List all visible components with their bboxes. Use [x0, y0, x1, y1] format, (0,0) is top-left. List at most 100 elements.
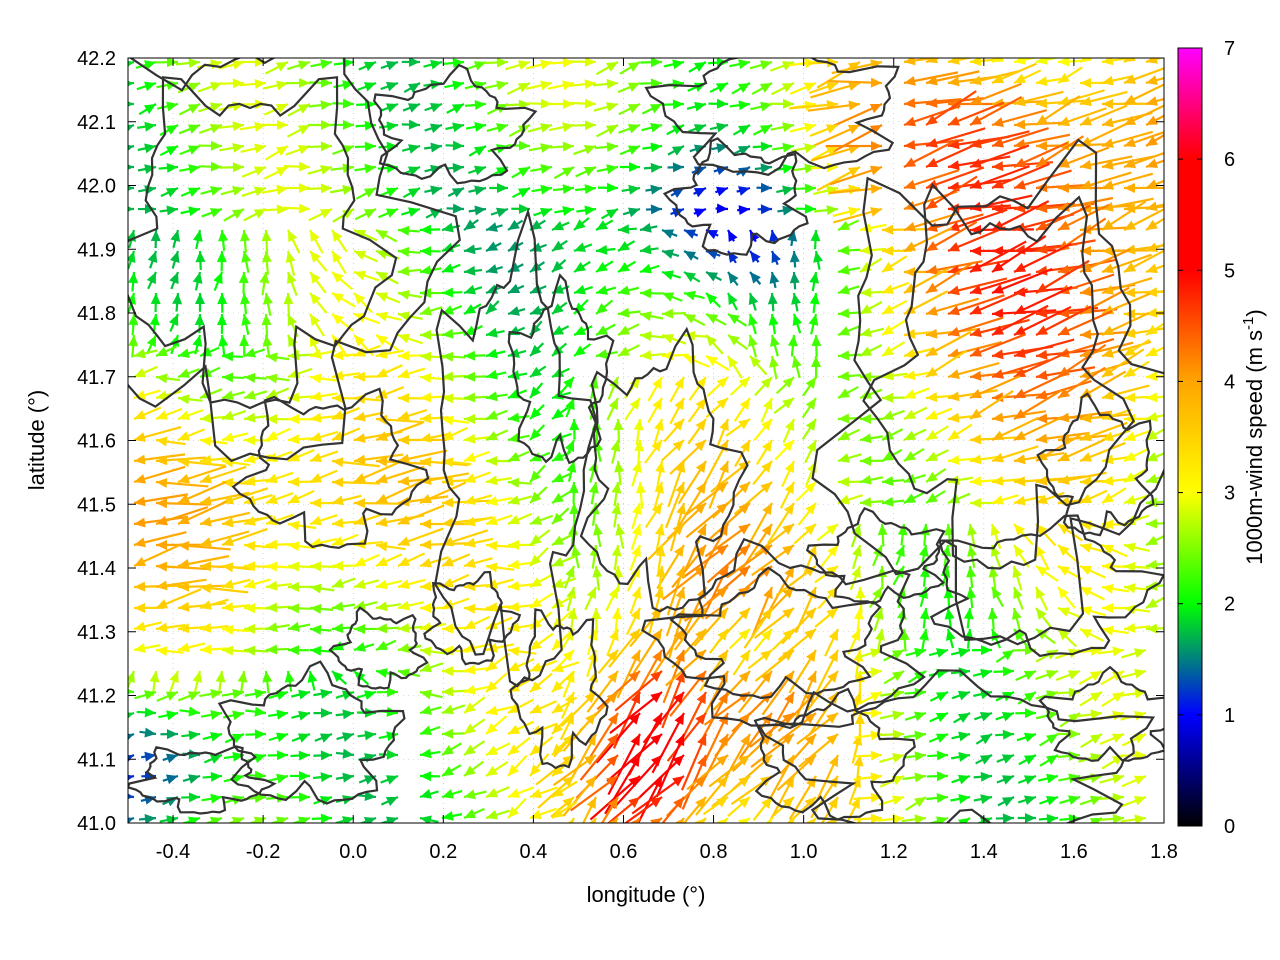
wind-arrow — [747, 649, 773, 670]
wind-arrow — [793, 523, 817, 545]
terrain-contour — [509, 608, 609, 770]
wind-arrow — [969, 240, 1027, 273]
wind-arrow — [809, 292, 820, 314]
wind-arrow — [951, 690, 971, 701]
wind-arrow — [795, 481, 817, 502]
wind-arrow — [969, 82, 1022, 106]
wind-arrow — [814, 607, 839, 628]
wind-arrow — [201, 207, 223, 218]
wind-arrow — [463, 433, 491, 444]
wind-arrow — [903, 347, 933, 359]
wind-arrow — [705, 334, 724, 355]
wind-arrow — [883, 670, 905, 685]
wind-arrow — [419, 265, 442, 276]
wind-arrow — [243, 645, 269, 656]
wind-arrow — [380, 774, 399, 785]
wind-arrow — [631, 460, 642, 487]
wind-arrow — [903, 169, 960, 190]
wind-arrow — [606, 733, 663, 783]
wind-arrow — [265, 414, 292, 425]
wind-arrow — [172, 292, 183, 312]
wind-arrow — [755, 439, 773, 466]
wind-arrow — [239, 334, 250, 357]
wind-arrow — [1079, 90, 1128, 107]
wind-arrow — [639, 331, 665, 342]
wind-arrow — [1035, 523, 1057, 547]
wind-arrow — [287, 581, 313, 592]
wind-arrow — [1099, 774, 1125, 784]
wind-arrow — [1013, 58, 1038, 65]
wind-arrow — [660, 439, 685, 462]
wind-arrow — [808, 58, 839, 68]
wind-arrow — [706, 376, 729, 397]
wind-arrow — [877, 523, 888, 547]
wind-arrow — [1035, 135, 1084, 168]
wind-arrow — [441, 553, 471, 568]
wind-arrow — [158, 710, 179, 721]
wind-arrow — [705, 292, 722, 309]
wind-arrow — [765, 691, 795, 742]
wind-arrow — [441, 764, 462, 777]
wind-arrow — [903, 370, 932, 381]
wind-arrow — [569, 58, 597, 67]
x-tick-label: 1.0 — [790, 841, 818, 863]
wind-arrow — [240, 292, 250, 315]
wind-arrow — [485, 300, 500, 315]
wind-arrow — [611, 481, 622, 507]
wind-arrow — [881, 476, 905, 487]
wind-arrow — [133, 531, 187, 548]
wind-arrow — [285, 78, 311, 89]
wind-arrow — [261, 204, 289, 215]
wind-arrow — [287, 603, 312, 614]
wind-arrow — [155, 588, 202, 610]
wind-arrow — [729, 59, 751, 70]
wind-arrow — [331, 477, 381, 488]
wind-arrow — [859, 300, 883, 315]
wind-arrow — [702, 796, 729, 816]
y-tick-label: 42.1 — [77, 112, 116, 134]
y-axis-label: latitude (°) — [24, 390, 49, 491]
wind-arrow — [486, 123, 509, 133]
wind-arrow — [570, 775, 619, 812]
wind-arrow — [401, 207, 421, 217]
wind-arrow — [306, 183, 333, 194]
wind-arrow — [309, 391, 338, 402]
wind-arrow — [309, 469, 338, 484]
wind-arrow — [241, 250, 252, 273]
wind-arrow — [155, 455, 207, 466]
wind-arrow — [529, 529, 551, 546]
wind-arrow — [881, 341, 906, 357]
wind-arrow — [192, 229, 203, 250]
wind-arrow — [1145, 428, 1164, 441]
wind-arrow — [1145, 287, 1164, 298]
wind-arrow — [618, 123, 641, 134]
wind-arrow — [1017, 774, 1037, 785]
wind-arrow — [639, 311, 664, 322]
wind-arrow — [221, 390, 245, 401]
wind-arrow — [918, 544, 929, 566]
wind-arrow — [685, 481, 729, 516]
wind-arrow — [966, 586, 977, 609]
wind-arrow — [804, 817, 817, 823]
wind-arrow — [441, 666, 468, 677]
wind-arrow — [375, 421, 423, 442]
wind-arrow — [287, 645, 310, 656]
wind-arrow — [709, 122, 729, 133]
wind-arrow — [199, 583, 249, 594]
wind-arrow — [463, 450, 491, 463]
wind-arrow — [441, 415, 470, 426]
colorbar-label-main: 1000m-wind speed (m s — [1242, 330, 1267, 565]
wind-arrow — [1013, 350, 1070, 378]
wind-arrow — [837, 245, 861, 256]
wind-arrow — [162, 774, 179, 785]
wind-arrow — [683, 290, 705, 301]
wind-arrow — [991, 109, 1047, 127]
wind-arrow — [686, 101, 707, 112]
wind-arrow — [617, 285, 640, 296]
wind-arrow — [903, 139, 958, 168]
wind-arrow — [853, 750, 883, 761]
wind-arrow — [128, 80, 135, 87]
wind-arrow — [926, 771, 949, 782]
wind-arrow — [128, 123, 135, 132]
wind-arrow — [441, 573, 470, 589]
